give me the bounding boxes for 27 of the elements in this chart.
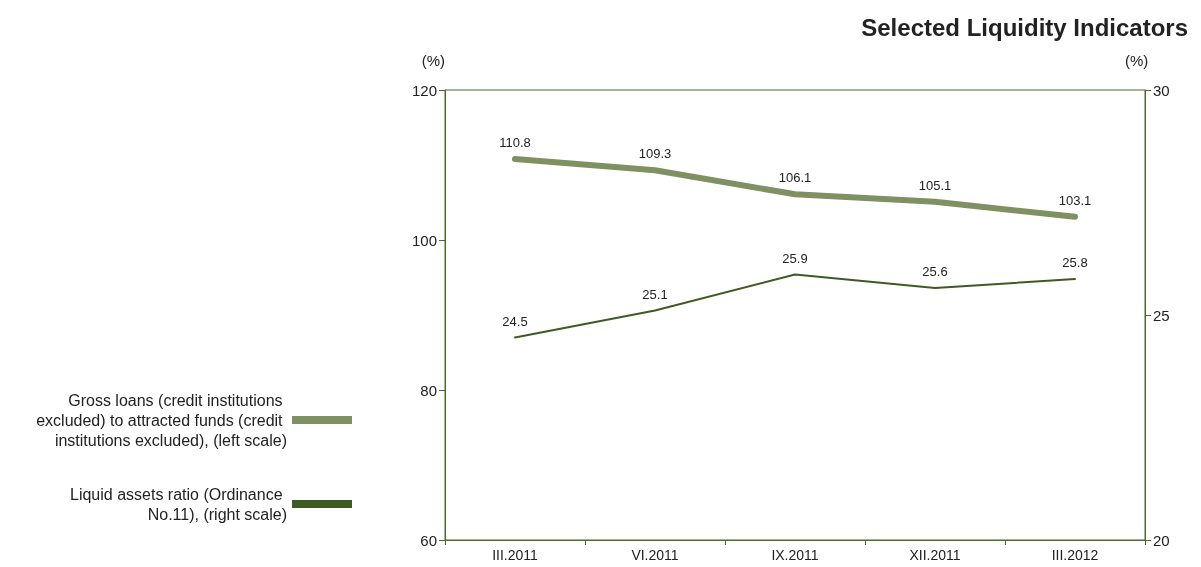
x-tick-label: III.2011 [492, 547, 539, 563]
x-tick-label: IX.2011 [771, 547, 819, 563]
chart-title: Selected Liquidity Indicators [861, 13, 1188, 41]
y-tick-label: 100 [411, 231, 437, 249]
data-label: 106.1 [778, 170, 812, 186]
y-axis-title: (%) [421, 52, 445, 69]
y2-axis-title: (%) [1125, 52, 1149, 69]
data-label: 25.9 [782, 250, 808, 266]
data-label: 25.6 [922, 264, 948, 279]
x-tick-label: III.2012 [1051, 547, 1099, 563]
y2-tick-label: 20 [1153, 531, 1170, 549]
y2-tick-label: 30 [1153, 81, 1170, 99]
data-label: 109.3 [638, 146, 672, 162]
data-label: 105.1 [918, 177, 952, 193]
data-label: 24.5 [502, 313, 528, 329]
legend-label: Gross loans (credit institutions excluded) to attracted funds (credit institutions excluded), (left scale) [36, 391, 287, 449]
x-tick-label: VI.2011 [631, 547, 679, 563]
data-label: 103.1 [1058, 192, 1092, 208]
y-tick-label: 80 [420, 381, 437, 399]
data-label: 110.8 [499, 135, 531, 150]
data-label: 25.1 [642, 286, 668, 302]
data-label: 25.8 [1062, 255, 1088, 270]
x-tick-label: XII.2011 [909, 547, 961, 563]
y-tick-label: 60 [420, 531, 437, 549]
legend-label: Liquid assets ratio (Ordinance No.11), (right scale) [70, 485, 287, 523]
y2-tick-label: 25 [1153, 306, 1170, 324]
y-tick-label: 120 [411, 81, 437, 99]
